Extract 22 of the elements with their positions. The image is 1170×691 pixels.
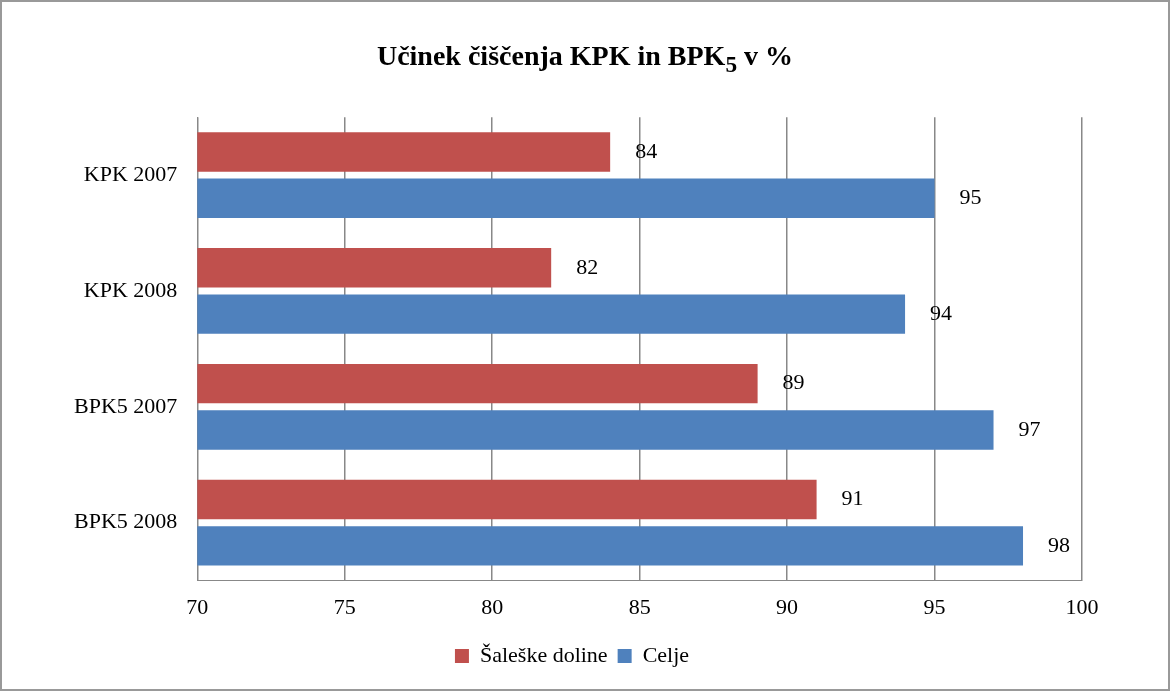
y-tick-label: KPK 2008 (83, 276, 178, 302)
legend-label: Šaleške doline (479, 641, 608, 667)
data-label: 84 (635, 137, 658, 163)
chart-title: Učinek čiščenja KPK in BPK$_{5}$ v % (375, 40, 795, 78)
y-tick-label: BPK5 2007 (74, 392, 178, 418)
x-tick-label: 100 (1065, 593, 1099, 619)
x-tick-label: 90 (776, 593, 799, 619)
data-label: 91 (841, 485, 864, 511)
y-tick-label: KPK 2007 (83, 160, 178, 186)
x-tick-label: 95 (923, 593, 946, 619)
data-label: 89 (782, 369, 805, 395)
x-tick-label: 75 (333, 593, 356, 619)
x-tick-label: 85 (628, 593, 651, 619)
data-label: 94 (930, 299, 953, 325)
data-label: 98 (1048, 531, 1071, 557)
x-tick-label: 70 (186, 593, 209, 619)
legend-label: Celje (642, 641, 690, 667)
data-label: 95 (959, 184, 982, 210)
y-tick-label: BPK5 2008 (74, 508, 178, 534)
data-label: 97 (1018, 415, 1041, 441)
x-tick-label: 80 (481, 593, 504, 619)
data-label: 82 (576, 253, 599, 279)
